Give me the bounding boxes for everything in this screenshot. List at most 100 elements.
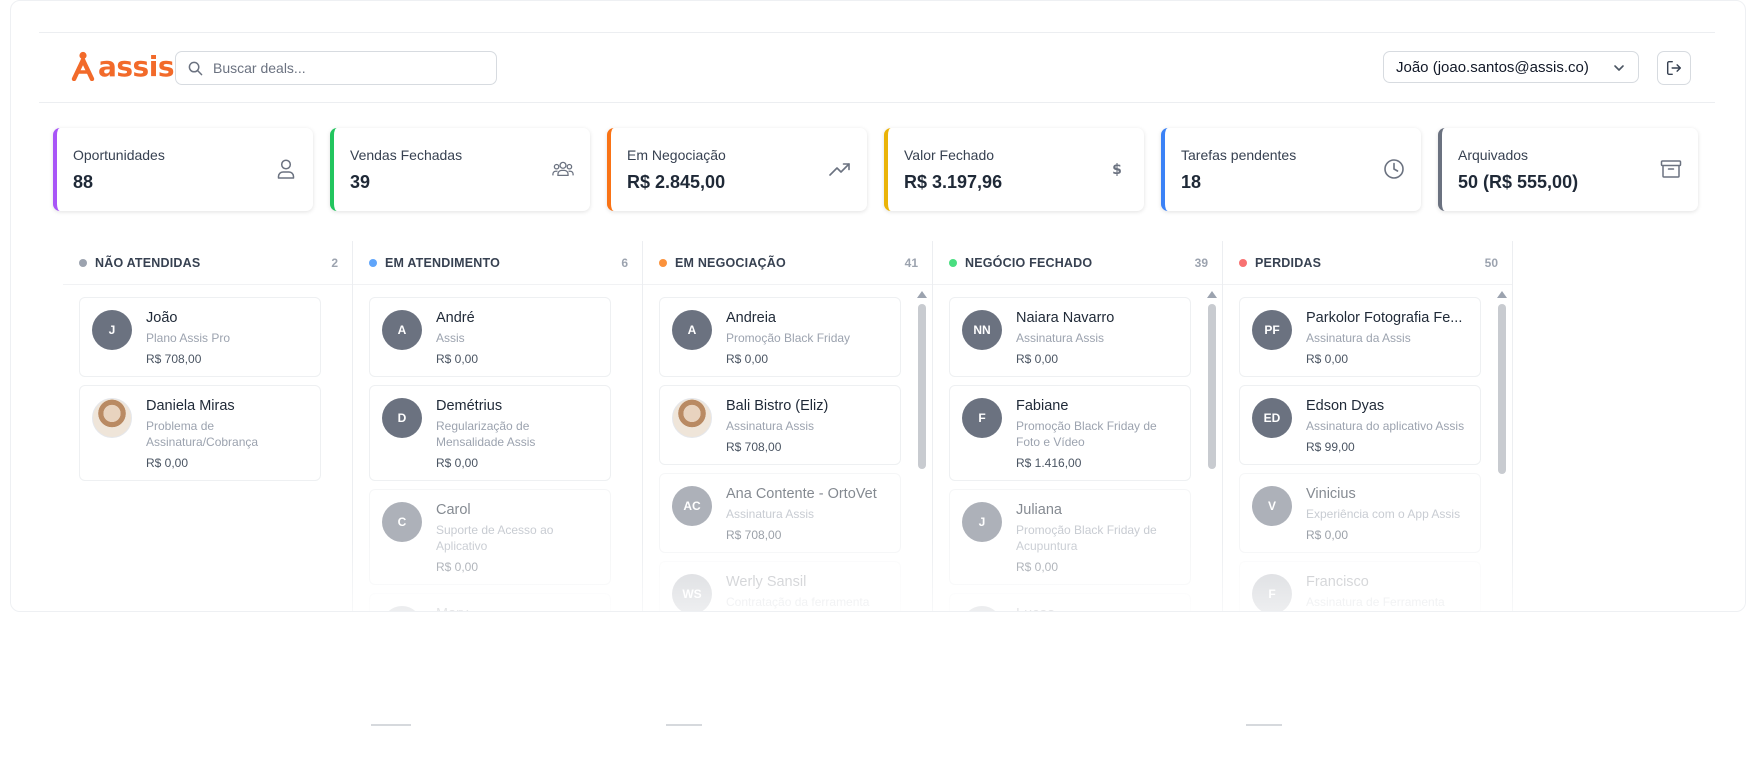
avatar: A	[672, 310, 712, 350]
stat-card[interactable]: Em Negociação R$ 2.845,00	[607, 128, 867, 211]
deal-name: Lucas	[1016, 606, 1178, 611]
user-icon	[275, 158, 297, 180]
stat-value: 88	[73, 172, 94, 192]
deal-subtitle: Regularização de Mensalidade Assis	[436, 419, 536, 449]
stat-card[interactable]: Arquivados 50 (R$ 555,00)	[1438, 128, 1698, 211]
column-title: EM NEGOCIAÇÃO	[675, 255, 786, 270]
stat-value: 50 (R$ 555,00)	[1458, 172, 1579, 192]
deal-value: R$ 708,00	[146, 352, 202, 366]
users-icon	[552, 158, 574, 180]
deal-name: Daniela Miras	[146, 398, 235, 414]
column-header: EM ATENDIMENTO 6	[353, 241, 642, 285]
trending-up-icon	[829, 158, 851, 180]
deal-name: Naiara Navarro	[1016, 310, 1115, 326]
deal-value: R$ 0,00	[1016, 352, 1059, 366]
deal-card[interactable]: LLucasAssinatura de ferramenta	[949, 593, 1191, 611]
deal-card[interactable]: PF Parkolor Fotografia Fe... Assinatura da…	[1239, 297, 1481, 377]
deal-name: Juliana	[1016, 502, 1062, 518]
avatar: C	[382, 502, 422, 542]
status-dot	[1239, 258, 1247, 267]
stat-value: 39	[350, 172, 371, 192]
column-header: EM NEGOCIAÇÃO 41	[643, 241, 932, 285]
search-box[interactable]	[175, 51, 497, 85]
kanban-column: NEGÓCIO FECHADO 39 NN Naiara Navarro Assinat…	[933, 241, 1223, 611]
deal-value: R$ 0,00	[1016, 560, 1059, 574]
logo[interactable]: assis	[71, 47, 175, 83]
deal-subtitle: Promoção Black Friday	[726, 331, 851, 345]
scroll-up-arrow[interactable]	[917, 291, 927, 298]
deal-card[interactable]: A André Assis R$ 0,00	[369, 297, 611, 377]
deal-card[interactable]: NN Naiara Navarro Assinatura Assis R$ 0,00	[949, 297, 1191, 377]
deal-subtitle: Experiência com o App Assis	[1306, 507, 1461, 521]
stat-card[interactable]: Oportunidades 88	[53, 128, 313, 211]
card-list: J João Plano Assis Pro R$ 708,00 Daniela Mir…	[63, 285, 352, 481]
deal-card[interactable]: Bali Bistro (Eliz) Assinatura Assis R$ 708…	[659, 385, 901, 465]
stat-card[interactable]: Vendas Fechadas 39	[330, 128, 590, 211]
deal-card[interactable]: C Carol Suporte de Acesso ao Aplicativo R$ …	[369, 489, 611, 585]
card-list: NN Naiara Navarro Assinatura Assis R$ 0,00 F…	[933, 285, 1222, 611]
logout-icon	[1666, 60, 1682, 76]
deal-card[interactable]: ED Edson Dyas Assinatura do aplicativo Ass…	[1239, 385, 1481, 465]
column-title: PERDIDAS	[1255, 255, 1322, 270]
deal-value: R$ 708,00	[726, 440, 782, 454]
logout-button[interactable]	[1657, 51, 1691, 85]
archive-icon	[1660, 158, 1682, 180]
deal-name: João	[146, 310, 178, 326]
scrollbar-thumb[interactable]	[1208, 304, 1216, 469]
avatar: L	[962, 606, 1002, 611]
status-dot	[949, 258, 957, 267]
stub-line	[666, 724, 702, 726]
deal-card[interactable]: F Fabiane Promoção Black Friday de Foto e …	[949, 385, 1191, 481]
column-header: NÃO ATENDIDAS 2	[63, 241, 352, 285]
scroll-up-arrow[interactable]	[1497, 291, 1507, 298]
deal-name: Vinicius	[1306, 486, 1356, 502]
user-select[interactable]: João (joao.santos@assis.co)	[1383, 51, 1639, 83]
deal-name: Werly Sansil	[726, 574, 807, 590]
deal-value: R$ 0,00	[146, 456, 189, 470]
logo-text: assis	[98, 50, 175, 83]
deal-subtitle: Assinatura de Ferramenta	[1306, 595, 1445, 609]
status-dot	[79, 258, 87, 267]
deal-subtitle: Assinatura Assis	[1016, 331, 1105, 345]
column-count: 6	[621, 255, 628, 270]
deal-card[interactable]: V Vinicius Experiência com o App Assis R$ 0…	[1239, 473, 1481, 553]
search-input[interactable]	[213, 60, 483, 76]
scrollbar-thumb[interactable]	[1498, 304, 1506, 474]
deal-name: Bali Bistro (Eliz)	[726, 398, 829, 414]
deal-name: Andreia	[726, 310, 776, 326]
avatar: WS	[672, 574, 712, 611]
app-frame: assis João (joao.santos@assis.co) Oportu…	[10, 0, 1746, 612]
stat-card[interactable]: Valor Fechado R$ 3.197,96 $	[884, 128, 1144, 211]
status-dot	[659, 258, 667, 267]
avatar: F	[962, 398, 1002, 438]
kanban-column: EM ATENDIMENTO 6 A André Assis R$ 0,00 D Demétr…	[353, 241, 643, 611]
deal-value: R$ 0,00	[726, 352, 769, 366]
deal-value: R$ 0,00	[1306, 528, 1349, 542]
scroll-up-arrow[interactable]	[1207, 291, 1217, 298]
kanban-column: PERDIDAS 50 PF Parkolor Fotografia Fe... Ass…	[1223, 241, 1513, 611]
avatar: D	[382, 398, 422, 438]
deal-card[interactable]: J Juliana Promoção Black Friday de Acupunt…	[949, 489, 1191, 585]
avatar: NN	[962, 310, 1002, 350]
deal-subtitle: Suporte de Acesso ao Aplicativo	[436, 523, 554, 553]
avatar	[672, 398, 712, 438]
deal-name: Edson Dyas	[1306, 398, 1385, 414]
stat-card[interactable]: Tarefas pendentes 18	[1161, 128, 1421, 211]
card-list: A Andreia Promoção Black Friday R$ 0,00 Bali…	[643, 285, 932, 611]
deal-card[interactable]: J João Plano Assis Pro R$ 708,00	[79, 297, 321, 377]
card-list: A André Assis R$ 0,00 D Demétrius Regularizaçã…	[353, 285, 642, 611]
stat-label: Vendas Fechadas	[350, 147, 463, 163]
deal-card[interactable]: AC Ana Contente - OrtoVet Assinatura Assis…	[659, 473, 901, 553]
scrollbar-thumb[interactable]	[918, 304, 926, 469]
deal-value: R$ 0,00	[1306, 352, 1349, 366]
stat-value: 18	[1181, 172, 1202, 192]
deal-value: R$ 0,00	[436, 456, 479, 470]
deal-card[interactable]: Daniela Miras Problema de Assinatura/Cobr…	[79, 385, 321, 481]
user-select-label: João (joao.santos@assis.co)	[1396, 58, 1589, 76]
stub-line	[371, 724, 411, 726]
deal-card[interactable]: A Andreia Promoção Black Friday R$ 0,00	[659, 297, 901, 377]
deal-card[interactable]: D Demétrius Regularização de Mensalidade A…	[369, 385, 611, 481]
